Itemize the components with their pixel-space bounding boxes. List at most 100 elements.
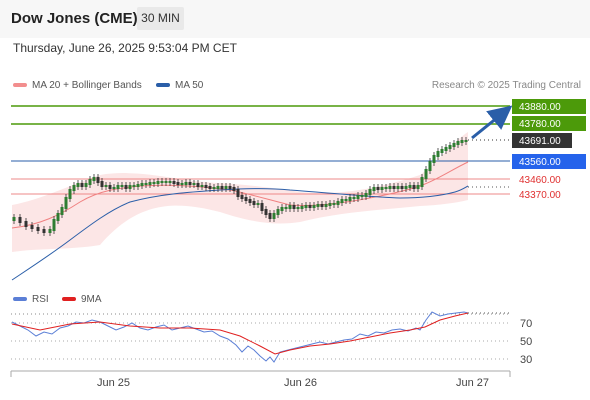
x-label-jun26: Jun 26 bbox=[284, 377, 317, 389]
candle-body bbox=[240, 195, 244, 199]
rsi-9ma-line bbox=[11, 312, 469, 355]
candle-body bbox=[368, 189, 372, 195]
timeframe-button[interactable]: 30 MIN bbox=[137, 7, 184, 30]
candle-body bbox=[248, 199, 252, 203]
candle-body bbox=[420, 177, 424, 187]
rsi-9ma-legend-label: 9MA bbox=[81, 294, 102, 305]
candle-body bbox=[160, 181, 164, 183]
legend-ma50-label: MA 50 bbox=[175, 80, 204, 91]
candle-body bbox=[188, 182, 192, 185]
candle-body bbox=[180, 183, 184, 185]
candle-body bbox=[172, 181, 176, 184]
candle-body bbox=[24, 221, 28, 227]
candle-body bbox=[192, 183, 196, 185]
rsi-legend: RSI 9MA bbox=[13, 294, 102, 305]
price-label-text: 43560.00 bbox=[519, 157, 561, 168]
candle-body bbox=[30, 225, 34, 229]
candle-body bbox=[200, 185, 204, 187]
price-label-text: 43780.00 bbox=[519, 119, 561, 130]
candle-body bbox=[12, 217, 16, 221]
candle-body bbox=[84, 183, 88, 187]
candle-body bbox=[396, 186, 400, 189]
candle-body bbox=[440, 149, 444, 153]
rsi-legend-label: RSI bbox=[32, 294, 49, 305]
candle-body bbox=[108, 185, 112, 189]
candle-body bbox=[196, 183, 200, 187]
candle-body bbox=[380, 187, 384, 190]
candle-body bbox=[360, 195, 364, 197]
candle-body bbox=[176, 182, 180, 185]
candle-body bbox=[436, 151, 440, 157]
rsi-label-50: 50 bbox=[520, 336, 532, 348]
candle-body bbox=[68, 189, 72, 199]
candle-body bbox=[96, 177, 100, 183]
candle-body bbox=[128, 185, 132, 189]
price-label-43370: 43370.00 bbox=[519, 190, 561, 201]
chart-header: Dow Jones (CME) 30 MIN bbox=[0, 0, 590, 38]
rsi-line bbox=[11, 311, 469, 363]
candle-body bbox=[352, 197, 356, 199]
candle-body bbox=[460, 140, 464, 143]
candle-body bbox=[60, 207, 64, 215]
candle-body bbox=[316, 204, 320, 207]
candle-body bbox=[164, 181, 168, 183]
legend-ma50: MA 50 bbox=[156, 80, 203, 91]
candle-body bbox=[432, 155, 436, 163]
price-label-43780: 43780.00 bbox=[512, 116, 586, 131]
ma50-line bbox=[11, 185, 469, 281]
legend-ma20-label: MA 20 + Bollinger Bands bbox=[32, 80, 142, 91]
candle-body bbox=[344, 199, 348, 201]
x-label-jun27: Jun 27 bbox=[456, 377, 489, 389]
candle-body bbox=[232, 187, 236, 191]
candle-body bbox=[112, 187, 116, 189]
candle-body bbox=[288, 205, 292, 209]
ma20-swatch bbox=[13, 83, 27, 88]
candle-body bbox=[372, 187, 376, 191]
candle-body bbox=[42, 229, 46, 233]
research-credit: Research © 2025 Trading Central bbox=[431, 80, 581, 91]
candle-body bbox=[144, 183, 148, 185]
candle-body bbox=[100, 181, 104, 187]
legend-ma20-bollinger: MA 20 + Bollinger Bands bbox=[13, 80, 142, 91]
candle-body bbox=[204, 185, 208, 188]
candle-body bbox=[408, 185, 412, 188]
candle-body bbox=[148, 182, 152, 185]
datetime-label: Thursday, June 26, 2025 9:53:04 PM CET bbox=[13, 41, 237, 55]
candle-body bbox=[136, 184, 140, 187]
candle-body bbox=[88, 179, 92, 185]
candle-body bbox=[72, 185, 76, 191]
candle-body bbox=[444, 147, 448, 151]
candle-body bbox=[152, 182, 156, 184]
price-label-text: 43691.00 bbox=[519, 136, 561, 147]
price-label-text: 43880.00 bbox=[519, 102, 561, 113]
candle-body bbox=[228, 186, 232, 189]
candle-body bbox=[156, 181, 160, 184]
candle-body bbox=[52, 219, 56, 231]
candle-body bbox=[388, 186, 392, 189]
candle-body bbox=[256, 203, 260, 205]
candle-body bbox=[448, 145, 452, 149]
candle-body bbox=[412, 185, 416, 189]
price-label-43880: 43880.00 bbox=[512, 99, 586, 114]
candle-body bbox=[456, 141, 460, 145]
candle-body bbox=[300, 206, 304, 209]
candle-body bbox=[272, 213, 276, 219]
candle-body bbox=[264, 209, 268, 215]
candle-body bbox=[356, 195, 360, 199]
candle-body bbox=[464, 140, 468, 142]
candle-body bbox=[252, 201, 256, 205]
ma50-swatch bbox=[156, 83, 170, 88]
candle-body bbox=[64, 197, 68, 209]
instrument-title: Dow Jones (CME) bbox=[11, 10, 138, 27]
candle-body bbox=[336, 201, 340, 205]
candle-body bbox=[104, 185, 108, 187]
candlesticks bbox=[12, 137, 468, 236]
candle-body bbox=[364, 193, 368, 197]
price-label-43560: 43560.00 bbox=[512, 154, 586, 169]
candle-body bbox=[304, 205, 308, 208]
candle-body bbox=[48, 229, 52, 233]
candle-body bbox=[132, 185, 136, 187]
candle-body bbox=[332, 203, 336, 205]
candle-body bbox=[36, 227, 40, 231]
